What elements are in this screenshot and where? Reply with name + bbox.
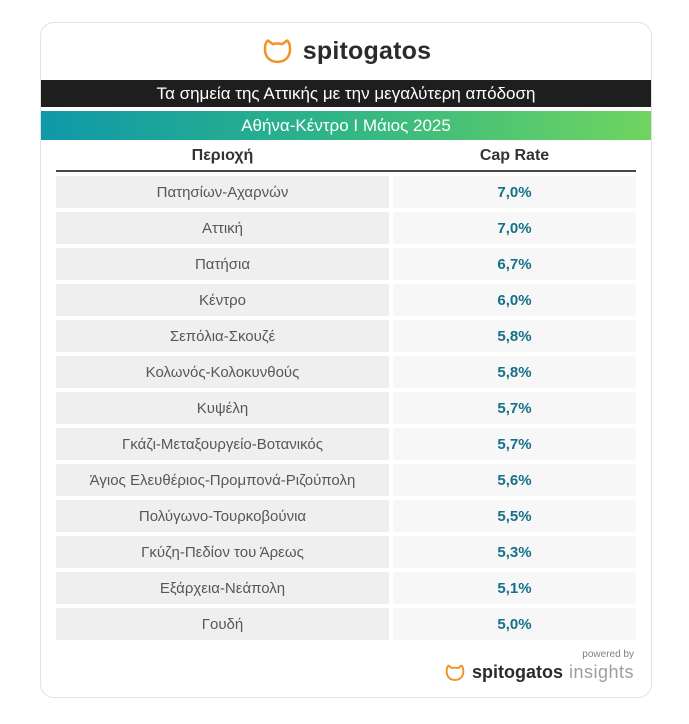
area-cell: Άγιος Ελευθέριος-Προμπονά-Ριζούπολη [56, 464, 389, 496]
title-banner: Τα σημεία της Αττικής με την μεγαλύτερη … [41, 80, 651, 107]
area-cell: Γκάζι-Μεταξουργείο-Βοτανικός [56, 428, 389, 460]
spitogatos-cat-icon-small [445, 664, 465, 681]
area-cell: Σεπόλια-Σκουζέ [56, 320, 389, 352]
cap-rate-cell: 6,7% [393, 248, 636, 280]
column-header-area: Περιοχή [191, 147, 254, 164]
cap-rate-cell: 5,8% [393, 320, 636, 352]
footer-insights-text: insights [568, 662, 634, 682]
area-cell: Πατήσια [56, 248, 389, 280]
footer: powered by spitogatos insights [444, 649, 634, 683]
area-cell: Πατησίων-Αχαρνών [56, 176, 389, 208]
title-banner-text: Τα σημεία της Αττικής με την μεγαλύτερη … [156, 83, 536, 103]
cap-rate-cell: 5,6% [393, 464, 636, 496]
table-row: Πατησίων-Αχαρνών 7,0% [56, 176, 636, 208]
powered-by-label: powered by [582, 649, 634, 660]
cap-rate-cell: 5,8% [393, 356, 636, 388]
cap-rate-cell: 7,0% [393, 176, 636, 208]
subtitle-banner: Αθήνα-Κέντρο Ι Μάιος 2025 [41, 111, 651, 140]
area-cell: Γκύζη-Πεδίον του Άρεως [56, 536, 389, 568]
banner-divider [41, 107, 651, 111]
table-header-row: Περιοχή Cap Rate [56, 142, 636, 172]
cap-rate-cell: 5,0% [393, 608, 636, 640]
table-row: Γκύζη-Πεδίον του Άρεως 5,3% [56, 536, 636, 568]
table-row: Κυψέλη 5,7% [56, 392, 636, 424]
table-row: Πατήσια 6,7% [56, 248, 636, 280]
cap-rate-cell: 5,5% [393, 500, 636, 532]
column-header-cap-rate: Cap Rate [479, 147, 550, 164]
area-cell: Γουδή [56, 608, 389, 640]
table-row: Εξάρχεια-Νεάπολη 5,1% [56, 572, 636, 604]
cap-rate-cell: 5,7% [393, 392, 636, 424]
area-cell: Πολύγωνο-Τουρκοβούνια [56, 500, 389, 532]
cap-rate-cell: 5,7% [393, 428, 636, 460]
table-row: Άγιος Ελευθέριος-Προμπονά-Ριζούπολη 5,6% [56, 464, 636, 496]
cap-rate-cell: 5,3% [393, 536, 636, 568]
cap-rate-cell: 7,0% [393, 212, 636, 244]
table-row: Γουδή 5,0% [56, 608, 636, 640]
area-cell: Εξάρχεια-Νεάπολη [56, 572, 389, 604]
table-row: Πολύγωνο-Τουρκοβούνια 5,5% [56, 500, 636, 532]
table-row: Κολωνός-Κολοκυνθούς 5,8% [56, 356, 636, 388]
logo-text: spitogatos [302, 37, 432, 65]
footer-brand-text: spitogatos [471, 662, 563, 682]
area-cell: Κέντρο [56, 284, 389, 316]
cap-rate-cell: 5,1% [393, 572, 636, 604]
subtitle-banner-text: Αθήνα-Κέντρο Ι Μάιος 2025 [241, 115, 451, 135]
area-cell: Κυψέλη [56, 392, 389, 424]
table-row: Κέντρο 6,0% [56, 284, 636, 316]
cap-rate-cell: 6,0% [393, 284, 636, 316]
table-row: Αττική 7,0% [56, 212, 636, 244]
area-cell: Κολωνός-Κολοκυνθούς [56, 356, 389, 388]
infographic-card: spitogatos Τα σημεία της Αττικής με την … [40, 22, 652, 698]
header-logo: spitogatos [41, 23, 651, 80]
spitogatos-cat-icon [263, 39, 292, 64]
area-cell: Αττική [56, 212, 389, 244]
table-row: Γκάζι-Μεταξουργείο-Βοτανικός 5,7% [56, 428, 636, 460]
table-row: Σεπόλια-Σκουζέ 5,8% [56, 320, 636, 352]
cap-rate-table: Περιοχή Cap Rate Πατησίων-Αχαρνών 7,0% Α… [41, 142, 651, 640]
